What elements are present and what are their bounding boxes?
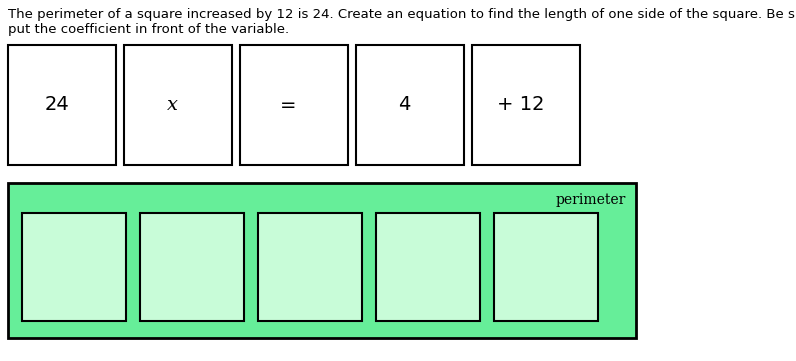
Text: perimeter: perimeter — [556, 193, 626, 207]
Text: + 12: + 12 — [497, 96, 544, 114]
Bar — [494, 213, 598, 321]
Bar — [8, 183, 636, 338]
Bar — [240, 45, 348, 165]
Bar — [22, 213, 126, 321]
Bar — [124, 45, 232, 165]
Bar — [140, 213, 244, 321]
Bar — [8, 45, 116, 165]
Bar — [376, 213, 480, 321]
Bar — [356, 45, 464, 165]
Text: x: x — [167, 96, 178, 114]
Bar — [472, 45, 580, 165]
Text: 4: 4 — [399, 96, 411, 114]
Text: 24: 24 — [45, 96, 69, 114]
Bar — [258, 213, 362, 321]
Text: =: = — [280, 96, 297, 114]
Text: The perimeter of a square increased by 12 is 24. Create an equation to find the : The perimeter of a square increased by 1… — [8, 8, 796, 36]
